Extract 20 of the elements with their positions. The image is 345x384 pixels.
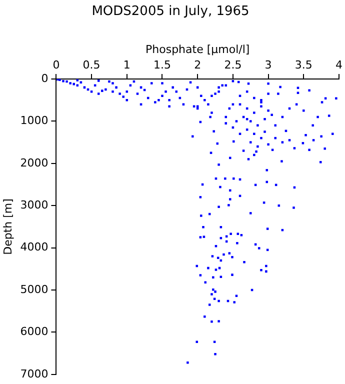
- y-tick-label: 2000: [20, 156, 48, 170]
- y-tick-label: 5000: [20, 282, 48, 296]
- x-tick-label: 1.5: [153, 58, 171, 72]
- y-tick-label: 0: [41, 72, 48, 85]
- x-tick-label: 3.5: [294, 58, 312, 72]
- x-tick-label: 1: [123, 58, 130, 72]
- x-tick-label: 2: [194, 58, 202, 72]
- y-tick-label: 1000: [20, 114, 48, 128]
- y-axis-title: Depth [m]: [1, 198, 14, 255]
- x-axis-title: Phosphate [µmol/l]: [146, 43, 250, 56]
- y-tick-label: 7000: [20, 367, 48, 380]
- x-tick-label: 4: [336, 58, 342, 72]
- x-tick-label: 3: [264, 58, 272, 72]
- y-tick-label: 4000: [20, 240, 48, 254]
- x-tick-label: 2.5: [224, 58, 242, 72]
- chart-title: MODS2005 in July, 1965: [92, 4, 250, 20]
- x-tick-label: 0.5: [82, 58, 100, 72]
- x-tick-label: 0: [52, 58, 60, 72]
- y-tick-label: 6000: [20, 325, 48, 338]
- y-tick-label: 3000: [20, 198, 48, 212]
